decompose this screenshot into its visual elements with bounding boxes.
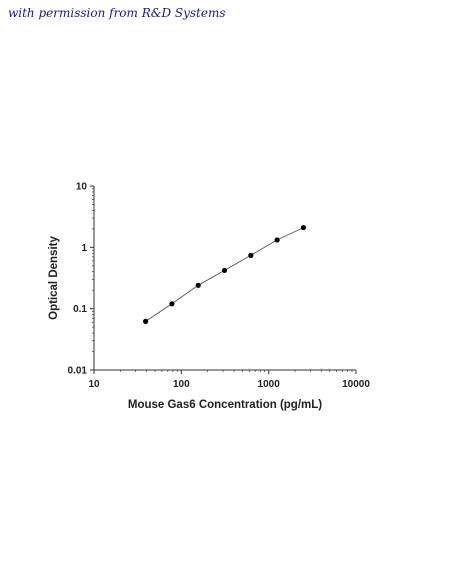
- data-point: [300, 224, 307, 231]
- x-axis-title: Mouse Gas6 Concentration (pg/mL): [128, 399, 322, 411]
- x-tick-label: 10000: [342, 379, 370, 390]
- x-axis: 10 100 1000 10000: [88, 369, 370, 390]
- data-point: [274, 237, 280, 243]
- y-axis-title: Optical Density: [48, 236, 60, 320]
- x-tick-label: 100: [173, 379, 190, 390]
- x-tick-label: 10: [88, 379, 100, 390]
- y-axis: 0.01 0.1 1 10: [68, 182, 95, 377]
- credit-caption: with permission from R&D Systems: [8, 6, 226, 20]
- data-point: [248, 252, 254, 258]
- data-point: [169, 301, 175, 307]
- y-tick-label: 0.1: [73, 304, 87, 315]
- y-tick-label: 10: [76, 182, 88, 193]
- data-point: [143, 318, 149, 324]
- series-line: [145, 227, 304, 322]
- series-group: [143, 224, 307, 324]
- x-tick-label: 1000: [258, 379, 281, 390]
- y-tick-label: 0.01: [68, 366, 88, 377]
- data-point: [195, 282, 201, 288]
- data-point: [221, 267, 228, 274]
- y-tick-label: 1: [81, 243, 87, 254]
